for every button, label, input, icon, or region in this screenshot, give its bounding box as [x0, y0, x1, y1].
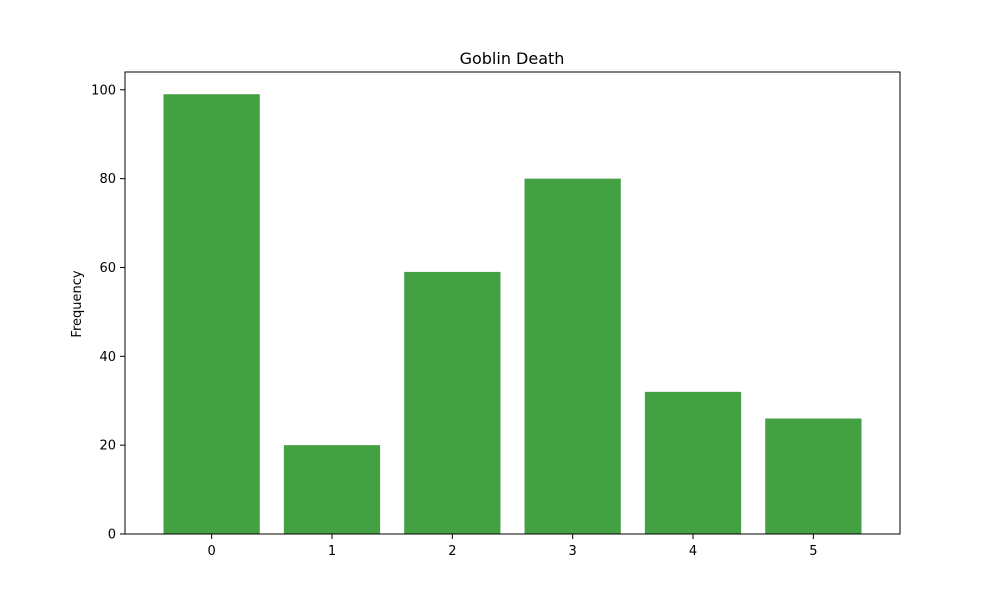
x-tick-label-5: 5	[809, 544, 817, 559]
y-tick-label-100: 100	[91, 83, 116, 98]
plot-frame	[124, 71, 901, 535]
y-axis-label: Frequency	[70, 270, 85, 337]
x-ticks-group: 0 1 2 3 4 5	[208, 534, 817, 559]
y-tick-label-0: 0	[108, 528, 116, 543]
bars-group	[163, 94, 862, 535]
y-ticks-group: 0 20 40 60 80 100	[91, 83, 125, 543]
bar-5	[765, 418, 862, 534]
bar-3	[524, 178, 621, 534]
x-tick-label-0: 0	[208, 544, 216, 559]
x-tick-label-2: 2	[448, 544, 456, 559]
y-tick-label-60: 60	[99, 261, 116, 276]
bar-1	[283, 445, 381, 534]
bar-4	[644, 391, 742, 534]
y-tick-label-80: 80	[99, 172, 116, 187]
bar-2	[404, 271, 501, 534]
x-tick-label-1: 1	[328, 544, 336, 559]
y-tick-label-20: 20	[99, 439, 116, 454]
bar-0	[163, 94, 260, 535]
x-tick-label-3: 3	[569, 544, 577, 559]
chart-title: Goblin Death	[460, 49, 565, 68]
x-tick-label-4: 4	[689, 544, 697, 559]
y-tick-label-40: 40	[99, 350, 116, 365]
